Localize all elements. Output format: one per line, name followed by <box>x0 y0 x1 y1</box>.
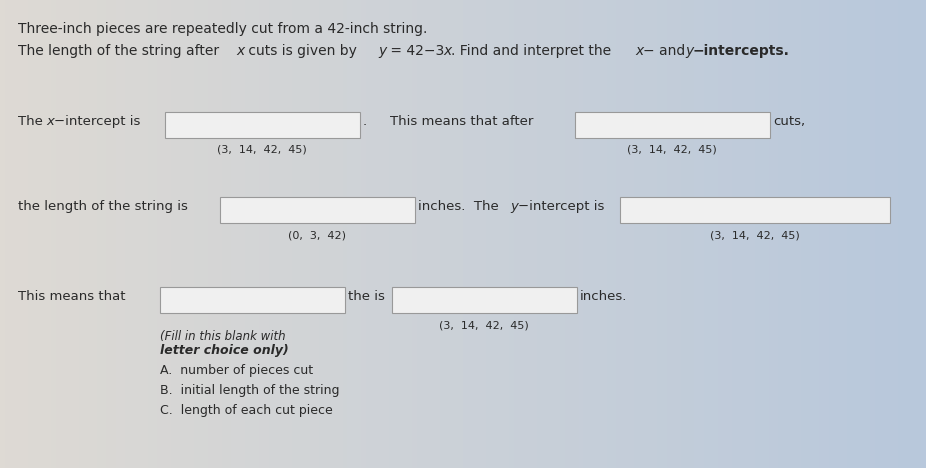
FancyBboxPatch shape <box>165 112 360 138</box>
Text: x: x <box>46 115 54 128</box>
Text: y: y <box>510 200 518 213</box>
Text: − and: − and <box>643 44 690 58</box>
FancyBboxPatch shape <box>575 112 770 138</box>
FancyBboxPatch shape <box>160 287 345 313</box>
Text: −intercept is: −intercept is <box>54 115 141 128</box>
Text: (Fill in this blank with: (Fill in this blank with <box>160 330 285 343</box>
Text: . Find and interpret the: . Find and interpret the <box>451 44 616 58</box>
Text: y: y <box>378 44 386 58</box>
Text: (0,  3,  42): (0, 3, 42) <box>288 230 346 240</box>
Text: (3,  14,  42,  45): (3, 14, 42, 45) <box>439 320 529 330</box>
Text: the is: the is <box>348 290 385 303</box>
Text: This means that after: This means that after <box>390 115 533 128</box>
Text: the length of the string is: the length of the string is <box>18 200 188 213</box>
Text: C.  length of each cut piece: C. length of each cut piece <box>160 404 332 417</box>
Text: −intercepts.: −intercepts. <box>693 44 790 58</box>
Text: x: x <box>443 44 451 58</box>
FancyBboxPatch shape <box>392 287 577 313</box>
Text: .: . <box>363 115 367 128</box>
Text: (3,  14,  42,  45): (3, 14, 42, 45) <box>217 145 307 155</box>
Text: letter choice only): letter choice only) <box>160 344 289 357</box>
FancyBboxPatch shape <box>220 197 415 223</box>
Text: (3,  14,  42,  45): (3, 14, 42, 45) <box>710 230 800 240</box>
Text: Three-inch pieces are repeatedly cut from a 42-inch string.: Three-inch pieces are repeatedly cut fro… <box>18 22 428 36</box>
Text: x: x <box>236 44 244 58</box>
Text: −intercept is: −intercept is <box>518 200 605 213</box>
Text: This means that: This means that <box>18 290 126 303</box>
Text: x: x <box>635 44 644 58</box>
Text: A.  number of pieces cut: A. number of pieces cut <box>160 364 313 377</box>
Text: The length of the string after: The length of the string after <box>18 44 223 58</box>
Text: inches.: inches. <box>580 290 628 303</box>
Text: = 42−3: = 42−3 <box>386 44 444 58</box>
Text: y: y <box>685 44 694 58</box>
Text: cuts,: cuts, <box>773 115 805 128</box>
Text: cuts is given by: cuts is given by <box>244 44 361 58</box>
FancyBboxPatch shape <box>620 197 890 223</box>
Text: The: The <box>18 115 47 128</box>
Text: B.  initial length of the string: B. initial length of the string <box>160 384 340 397</box>
Text: inches.  The: inches. The <box>418 200 503 213</box>
Text: (3,  14,  42,  45): (3, 14, 42, 45) <box>627 145 717 155</box>
